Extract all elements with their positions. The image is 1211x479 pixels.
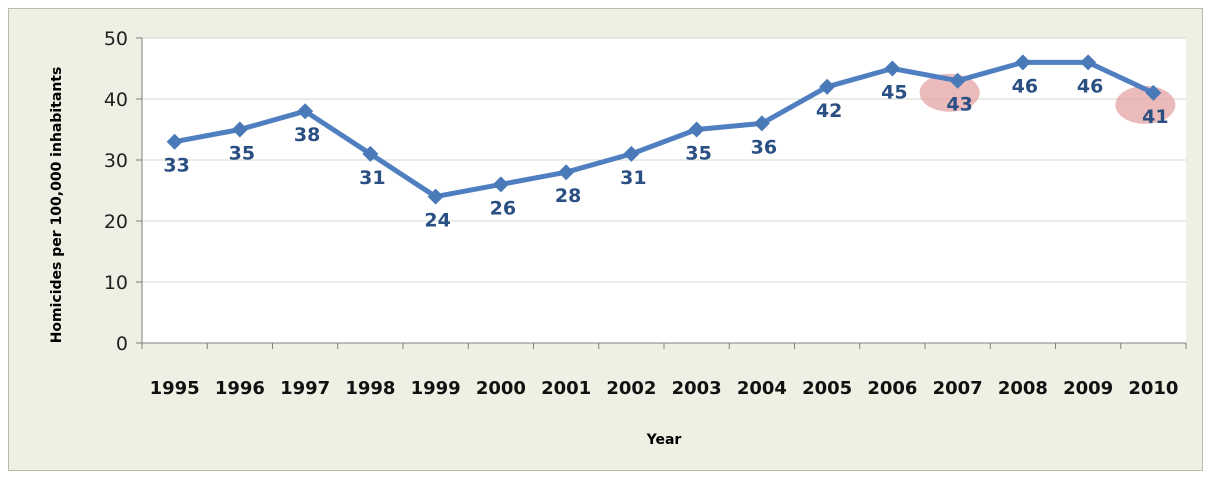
x-tick-label: 2003: [672, 378, 722, 399]
data-point: [362, 145, 379, 162]
data-label: 35: [685, 143, 711, 165]
data-point: [819, 78, 836, 95]
data-point: [492, 176, 509, 193]
x-tick-label: 2000: [476, 378, 526, 399]
y-tick-label: 0: [116, 333, 128, 355]
y-tick-label: 20: [104, 211, 128, 233]
x-tick-label: 1999: [411, 378, 461, 399]
data-label: 36: [751, 136, 777, 158]
x-tick-label: 2007: [933, 378, 983, 399]
series: [166, 54, 1162, 205]
data-point: [753, 115, 770, 132]
data-labels: 33 35 38 31 24 26 28 31 35 36 42 45 43 46 46 41: [163, 75, 1168, 231]
plot-area: [142, 38, 1186, 343]
highlight-ellipse: [919, 73, 980, 112]
data-label: 42: [816, 100, 842, 122]
series-line: [172, 59, 1156, 200]
x-tick-label: 2010: [1128, 378, 1178, 399]
data-point: [1080, 54, 1097, 71]
x-tick-label: 2002: [606, 378, 656, 399]
data-point: [1014, 54, 1031, 71]
data-label: 24: [424, 210, 450, 232]
data-point: [623, 145, 640, 162]
x-tick-label: 1998: [345, 378, 395, 399]
data-point: [558, 164, 575, 181]
x-axis-title: Year: [646, 432, 682, 448]
x-tick-label: 2005: [802, 378, 852, 399]
data-label: 38: [294, 124, 320, 146]
chart-frame: 33 35 38 31 24 26 28 31 35 36 42 45 43 46 46 41 0 10 20 30…: [8, 8, 1203, 471]
data-label: 31: [359, 167, 385, 189]
data-point: [166, 133, 183, 150]
y-tick-label: 30: [104, 150, 128, 172]
x-tick-label: 2001: [541, 378, 591, 399]
data-label: 46: [1077, 75, 1103, 97]
tick-labels: 0 10 20 30 40 50 1995 1996 1997 1998 1999 2000 2001 2…: [104, 28, 1179, 399]
data-label: 43: [946, 94, 972, 116]
axes: [136, 37, 1187, 349]
highlights: [919, 73, 1176, 124]
data-point: [884, 60, 901, 77]
data-label: 41: [1142, 106, 1168, 128]
data-point: [427, 188, 444, 205]
x-tick-label: 1997: [280, 378, 330, 399]
data-label: 33: [163, 155, 189, 177]
data-label: 28: [555, 185, 581, 207]
y-tick-label: 40: [104, 89, 128, 111]
data-point: [949, 72, 966, 89]
data-point: [1145, 84, 1162, 101]
gridlines: [142, 37, 1186, 283]
data-label: 46: [1012, 75, 1038, 97]
x-tick-label: 2004: [737, 378, 787, 399]
y-axis-title: Homicides per 100,000 inhabitants: [49, 67, 65, 344]
data-label: 35: [229, 143, 255, 165]
data-point: [688, 121, 705, 138]
x-tick-label: 2008: [998, 378, 1048, 399]
line-chart: 33 35 38 31 24 26 28 31 35 36 42 45 43 46 46 41 0 10 20 30…: [49, 28, 1187, 448]
data-point: [231, 121, 248, 138]
data-label: 45: [881, 82, 907, 104]
x-tick-label: 1995: [150, 378, 200, 399]
x-tick-label: 2009: [1063, 378, 1113, 399]
data-point: [297, 103, 314, 120]
y-tick-label: 50: [104, 28, 128, 50]
x-tick-label: 2006: [867, 378, 917, 399]
highlight-ellipse: [1115, 85, 1176, 124]
data-label: 31: [620, 167, 646, 189]
data-label: 26: [490, 197, 516, 219]
y-tick-label: 10: [104, 272, 128, 294]
x-tick-label: 1996: [215, 378, 265, 399]
